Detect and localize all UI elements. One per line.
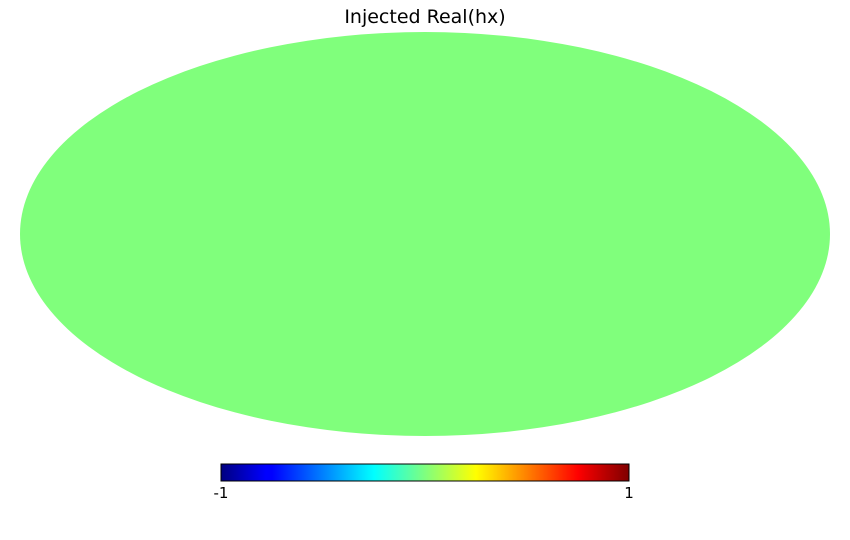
colorbar-gradient	[220, 463, 630, 482]
sky-map-ellipse	[20, 32, 830, 436]
colorbar-min-label: -1	[213, 484, 229, 502]
chart-title: Injected Real(hx)	[344, 6, 506, 28]
colorbar-max-label: 1	[624, 484, 634, 502]
